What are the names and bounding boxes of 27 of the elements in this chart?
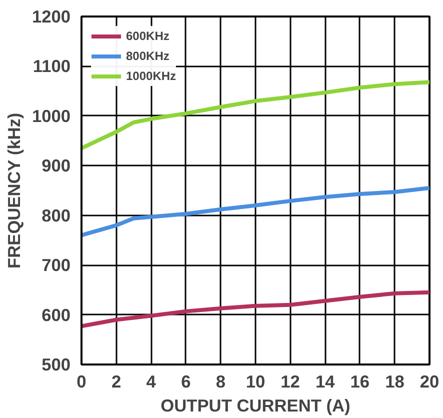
y-tick-label: 1200	[32, 6, 71, 26]
y-tick-label: 700	[42, 255, 71, 276]
legend-label: 600KHz	[126, 29, 170, 43]
x-tick-label: 12	[280, 372, 300, 392]
x-tick-label: 0	[76, 372, 86, 392]
line-series	[82, 186, 430, 238]
x-tick-label: 10	[246, 372, 266, 392]
y-tick-label: 800	[42, 205, 71, 226]
legend-label: 800KHz	[126, 49, 170, 63]
x-tick-label: 14	[315, 372, 336, 392]
legend-label: 1000KHz	[126, 69, 176, 83]
line-series	[82, 290, 430, 328]
y-tick-label: 600	[42, 304, 71, 325]
y-tick-label: 1100	[32, 56, 70, 76]
y-tick-label: 900	[42, 156, 71, 176]
x-tick-label: 16	[350, 372, 370, 392]
x-tick-label: 6	[181, 372, 192, 392]
x-tick-label: 20	[420, 372, 440, 392]
x-tick-label: 8	[216, 372, 226, 392]
x-tick-label: 18	[385, 372, 405, 392]
x-tick-label: 2	[111, 372, 122, 392]
line-series	[82, 80, 430, 150]
x-axis-title: OUTPUT CURRENT (A)	[160, 396, 350, 416]
y-tick-label: 1000	[32, 106, 71, 126]
y-tick-label: 500	[42, 354, 71, 374]
y-axis-title: FREQUENCY (kHz)	[4, 112, 24, 268]
x-tick-label: 4	[146, 372, 156, 392]
